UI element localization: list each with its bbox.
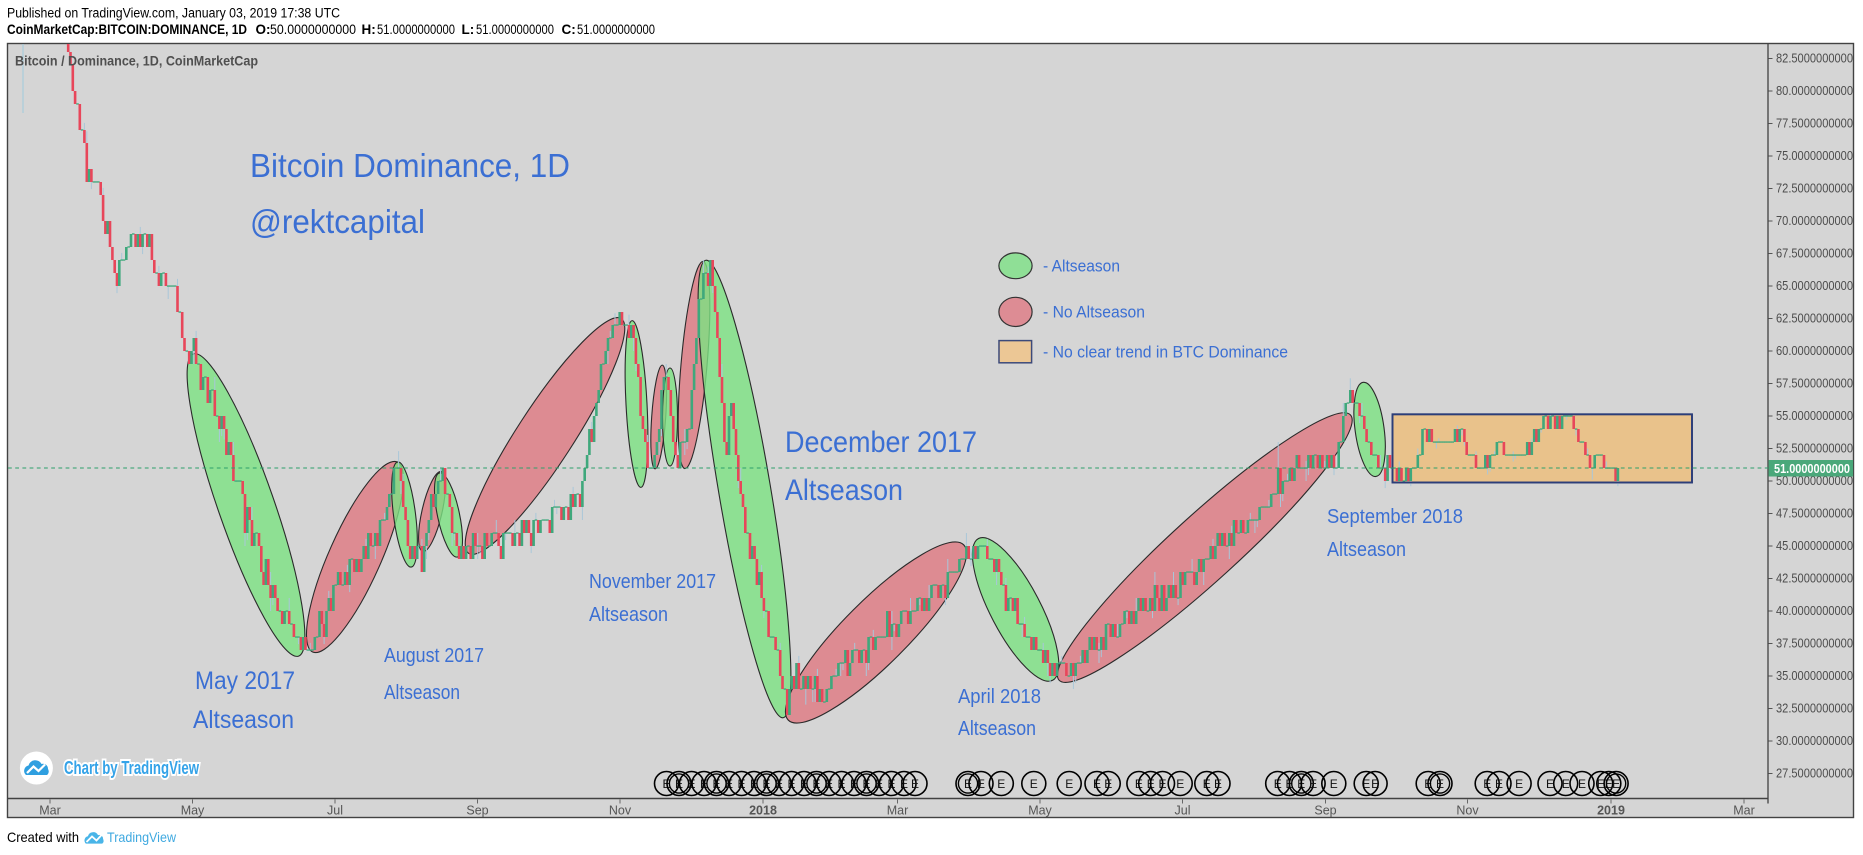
svg-text:May: May [181, 804, 205, 818]
svg-text:E: E [1546, 777, 1554, 791]
svg-text:Bitcoin Dominance, 1D: Bitcoin Dominance, 1D [250, 148, 570, 185]
svg-text:57.5000000000: 57.5000000000 [1776, 377, 1853, 391]
svg-text:- Altseason: - Altseason [1043, 257, 1120, 276]
svg-text:45.0000000000: 45.0000000000 [1776, 539, 1853, 553]
svg-text:72.5000000000: 72.5000000000 [1776, 182, 1853, 196]
svg-text:April 2018: April 2018 [958, 686, 1041, 708]
svg-text:E: E [1495, 777, 1503, 791]
svg-text:- No Altseason: - No Altseason [1043, 303, 1145, 322]
svg-text:75.0000000000: 75.0000000000 [1776, 149, 1853, 163]
svg-text:Altseason: Altseason [589, 604, 668, 626]
svg-text:Chart by TradingView: Chart by TradingView [64, 757, 199, 778]
svg-text:67.5000000000: 67.5000000000 [1776, 247, 1853, 261]
svg-text:Created with: Created with [7, 829, 79, 845]
svg-text:82.5000000000: 82.5000000000 [1776, 52, 1853, 66]
svg-text:E: E [1605, 777, 1613, 791]
svg-text:Published on TradingView.com,: Published on TradingView.com, January 03… [7, 6, 340, 21]
svg-text:E: E [1176, 777, 1184, 791]
svg-text:CoinMarketCap:BITCOIN:DOMINANC: CoinMarketCap:BITCOIN:DOMINANCE, 1D O:50.… [7, 22, 655, 37]
svg-text:27.5000000000: 27.5000000000 [1776, 767, 1853, 781]
svg-text:August 2017: August 2017 [384, 645, 484, 667]
svg-text:- No clear trend in BTC Domina: - No clear trend in BTC Dominance [1043, 342, 1288, 361]
svg-text:70.0000000000: 70.0000000000 [1776, 214, 1853, 228]
svg-text:Mar: Mar [1733, 804, 1755, 818]
svg-text:60.0000000000: 60.0000000000 [1776, 344, 1853, 358]
svg-text:E: E [1515, 777, 1523, 791]
svg-text:Sep: Sep [1314, 804, 1336, 818]
svg-text:E: E [977, 777, 985, 791]
svg-text:E: E [900, 777, 908, 791]
svg-text:32.5000000000: 32.5000000000 [1776, 702, 1853, 716]
svg-text:55.0000000000: 55.0000000000 [1776, 409, 1853, 423]
svg-text:E: E [997, 777, 1005, 791]
svg-text:@rektcapital: @rektcapital [250, 204, 425, 241]
svg-text:Altseason: Altseason [958, 718, 1036, 740]
svg-text:50.0000000000: 50.0000000000 [1776, 474, 1853, 488]
svg-text:62.5000000000: 62.5000000000 [1776, 312, 1853, 326]
svg-text:Altseason: Altseason [193, 706, 294, 734]
svg-text:September 2018: September 2018 [1327, 506, 1463, 528]
svg-text:TradingView: TradingView [107, 829, 177, 845]
svg-text:E: E [1158, 777, 1166, 791]
svg-text:E: E [1612, 777, 1620, 791]
svg-text:May 2017: May 2017 [195, 667, 295, 695]
svg-text:Jul: Jul [327, 804, 343, 818]
svg-text:December 2017: December 2017 [785, 426, 977, 459]
svg-text:Bitcoin / Dominance, 1D, CoinM: Bitcoin / Dominance, 1D, CoinMarketCap [15, 54, 258, 69]
svg-text:E: E [1436, 777, 1444, 791]
svg-text:E: E [1562, 777, 1570, 791]
svg-text:E: E [1597, 777, 1605, 791]
svg-text:E: E [1578, 777, 1586, 791]
svg-text:E: E [1330, 777, 1338, 791]
svg-text:47.5000000000: 47.5000000000 [1776, 507, 1853, 521]
svg-text:E: E [1371, 777, 1379, 791]
svg-text:42.5000000000: 42.5000000000 [1776, 572, 1853, 586]
svg-text:E: E [1065, 777, 1073, 791]
svg-text:Jul: Jul [1175, 804, 1191, 818]
svg-text:Altseason: Altseason [785, 474, 903, 507]
svg-text:E: E [1104, 777, 1112, 791]
svg-text:Altseason: Altseason [1327, 539, 1406, 561]
svg-text:Sep: Sep [466, 804, 488, 818]
svg-text:52.5000000000: 52.5000000000 [1776, 442, 1853, 456]
svg-text:Nov: Nov [609, 804, 632, 818]
svg-text:E: E [1214, 777, 1222, 791]
svg-text:51.0000000000: 51.0000000000 [1774, 462, 1850, 476]
svg-text:Mar: Mar [39, 804, 61, 818]
svg-text:E: E [1030, 777, 1038, 791]
svg-text:Altseason: Altseason [384, 682, 460, 704]
svg-text:80.0000000000: 80.0000000000 [1776, 84, 1853, 98]
svg-text:40.0000000000: 40.0000000000 [1776, 604, 1853, 618]
svg-text:35.0000000000: 35.0000000000 [1776, 669, 1853, 683]
svg-text:E: E [911, 777, 919, 791]
svg-text:November 2017: November 2017 [589, 571, 716, 593]
svg-text:E: E [964, 777, 972, 791]
svg-text:65.0000000000: 65.0000000000 [1776, 279, 1853, 293]
svg-text:2018: 2018 [749, 804, 777, 818]
svg-text:E: E [1362, 777, 1370, 791]
svg-text:37.5000000000: 37.5000000000 [1776, 637, 1853, 651]
svg-text:Mar: Mar [887, 804, 909, 818]
svg-text:30.0000000000: 30.0000000000 [1776, 734, 1853, 748]
svg-text:May: May [1028, 804, 1052, 818]
svg-text:2019: 2019 [1597, 804, 1625, 818]
svg-text:77.5000000000: 77.5000000000 [1776, 117, 1853, 131]
svg-text:Nov: Nov [1456, 804, 1479, 818]
svg-text:E: E [1309, 777, 1317, 791]
